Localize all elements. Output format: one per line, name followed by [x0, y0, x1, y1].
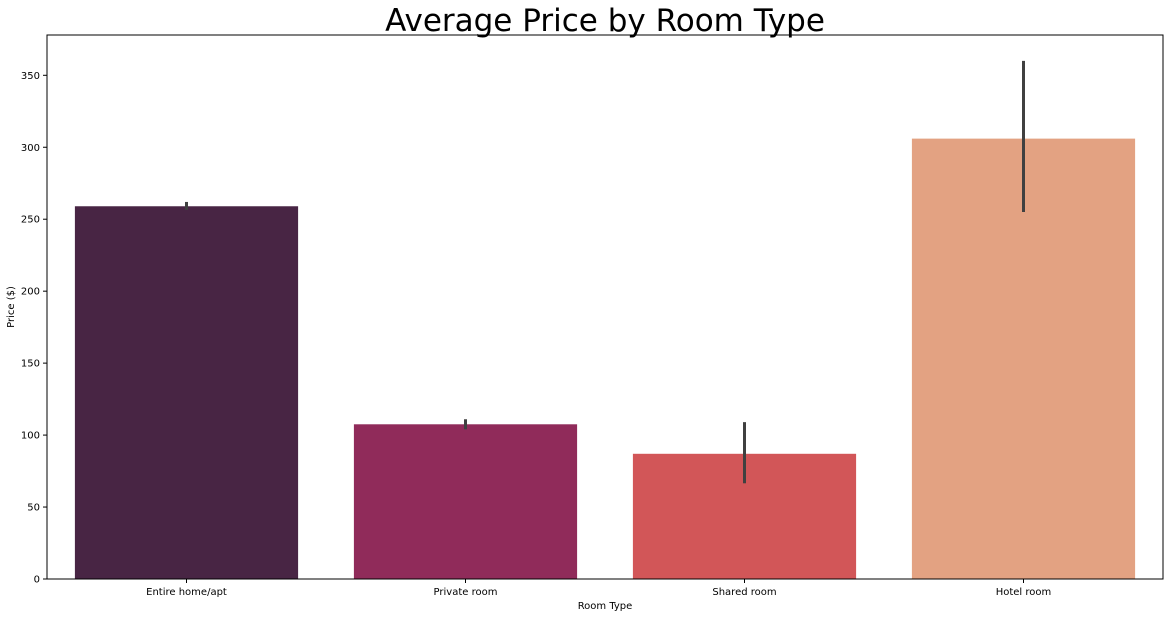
y-tick-label-50: 50: [27, 503, 40, 514]
plot-frame: [46, 34, 1164, 580]
x-tick-label-private-room: Private room: [434, 587, 498, 598]
error-bars-layer: [185, 60, 1025, 484]
x-tick-label-hotel-room: Hotel room: [996, 587, 1052, 598]
x-tick-label-entire-home-apt: Entire home/apt: [146, 587, 227, 598]
bars-layer: [74, 138, 1136, 579]
y-tick-label-100: 100: [21, 431, 40, 442]
y-axis: 0 50 100 150 200 250 300 350: [21, 71, 47, 586]
y-tick-label-350: 350: [21, 71, 40, 82]
chart-title: Average Price by Room Type: [385, 3, 825, 39]
bar-entire-home-apt: [74, 206, 299, 579]
x-axis: Entire home/apt Private room Shared room Ho…: [146, 579, 1051, 598]
y-tick-label-200: 200: [21, 287, 40, 298]
y-tick-label-300: 300: [21, 143, 40, 154]
x-axis-label: Room Type: [578, 601, 633, 612]
y-tick-label-250: 250: [21, 215, 40, 226]
y-tick-label-0: 0: [34, 575, 40, 586]
y-axis-label: Price ($): [6, 286, 17, 328]
y-tick-label-150: 150: [21, 359, 40, 370]
x-tick-label-shared-room: Shared room: [712, 587, 776, 598]
bar-private-room: [353, 424, 578, 579]
